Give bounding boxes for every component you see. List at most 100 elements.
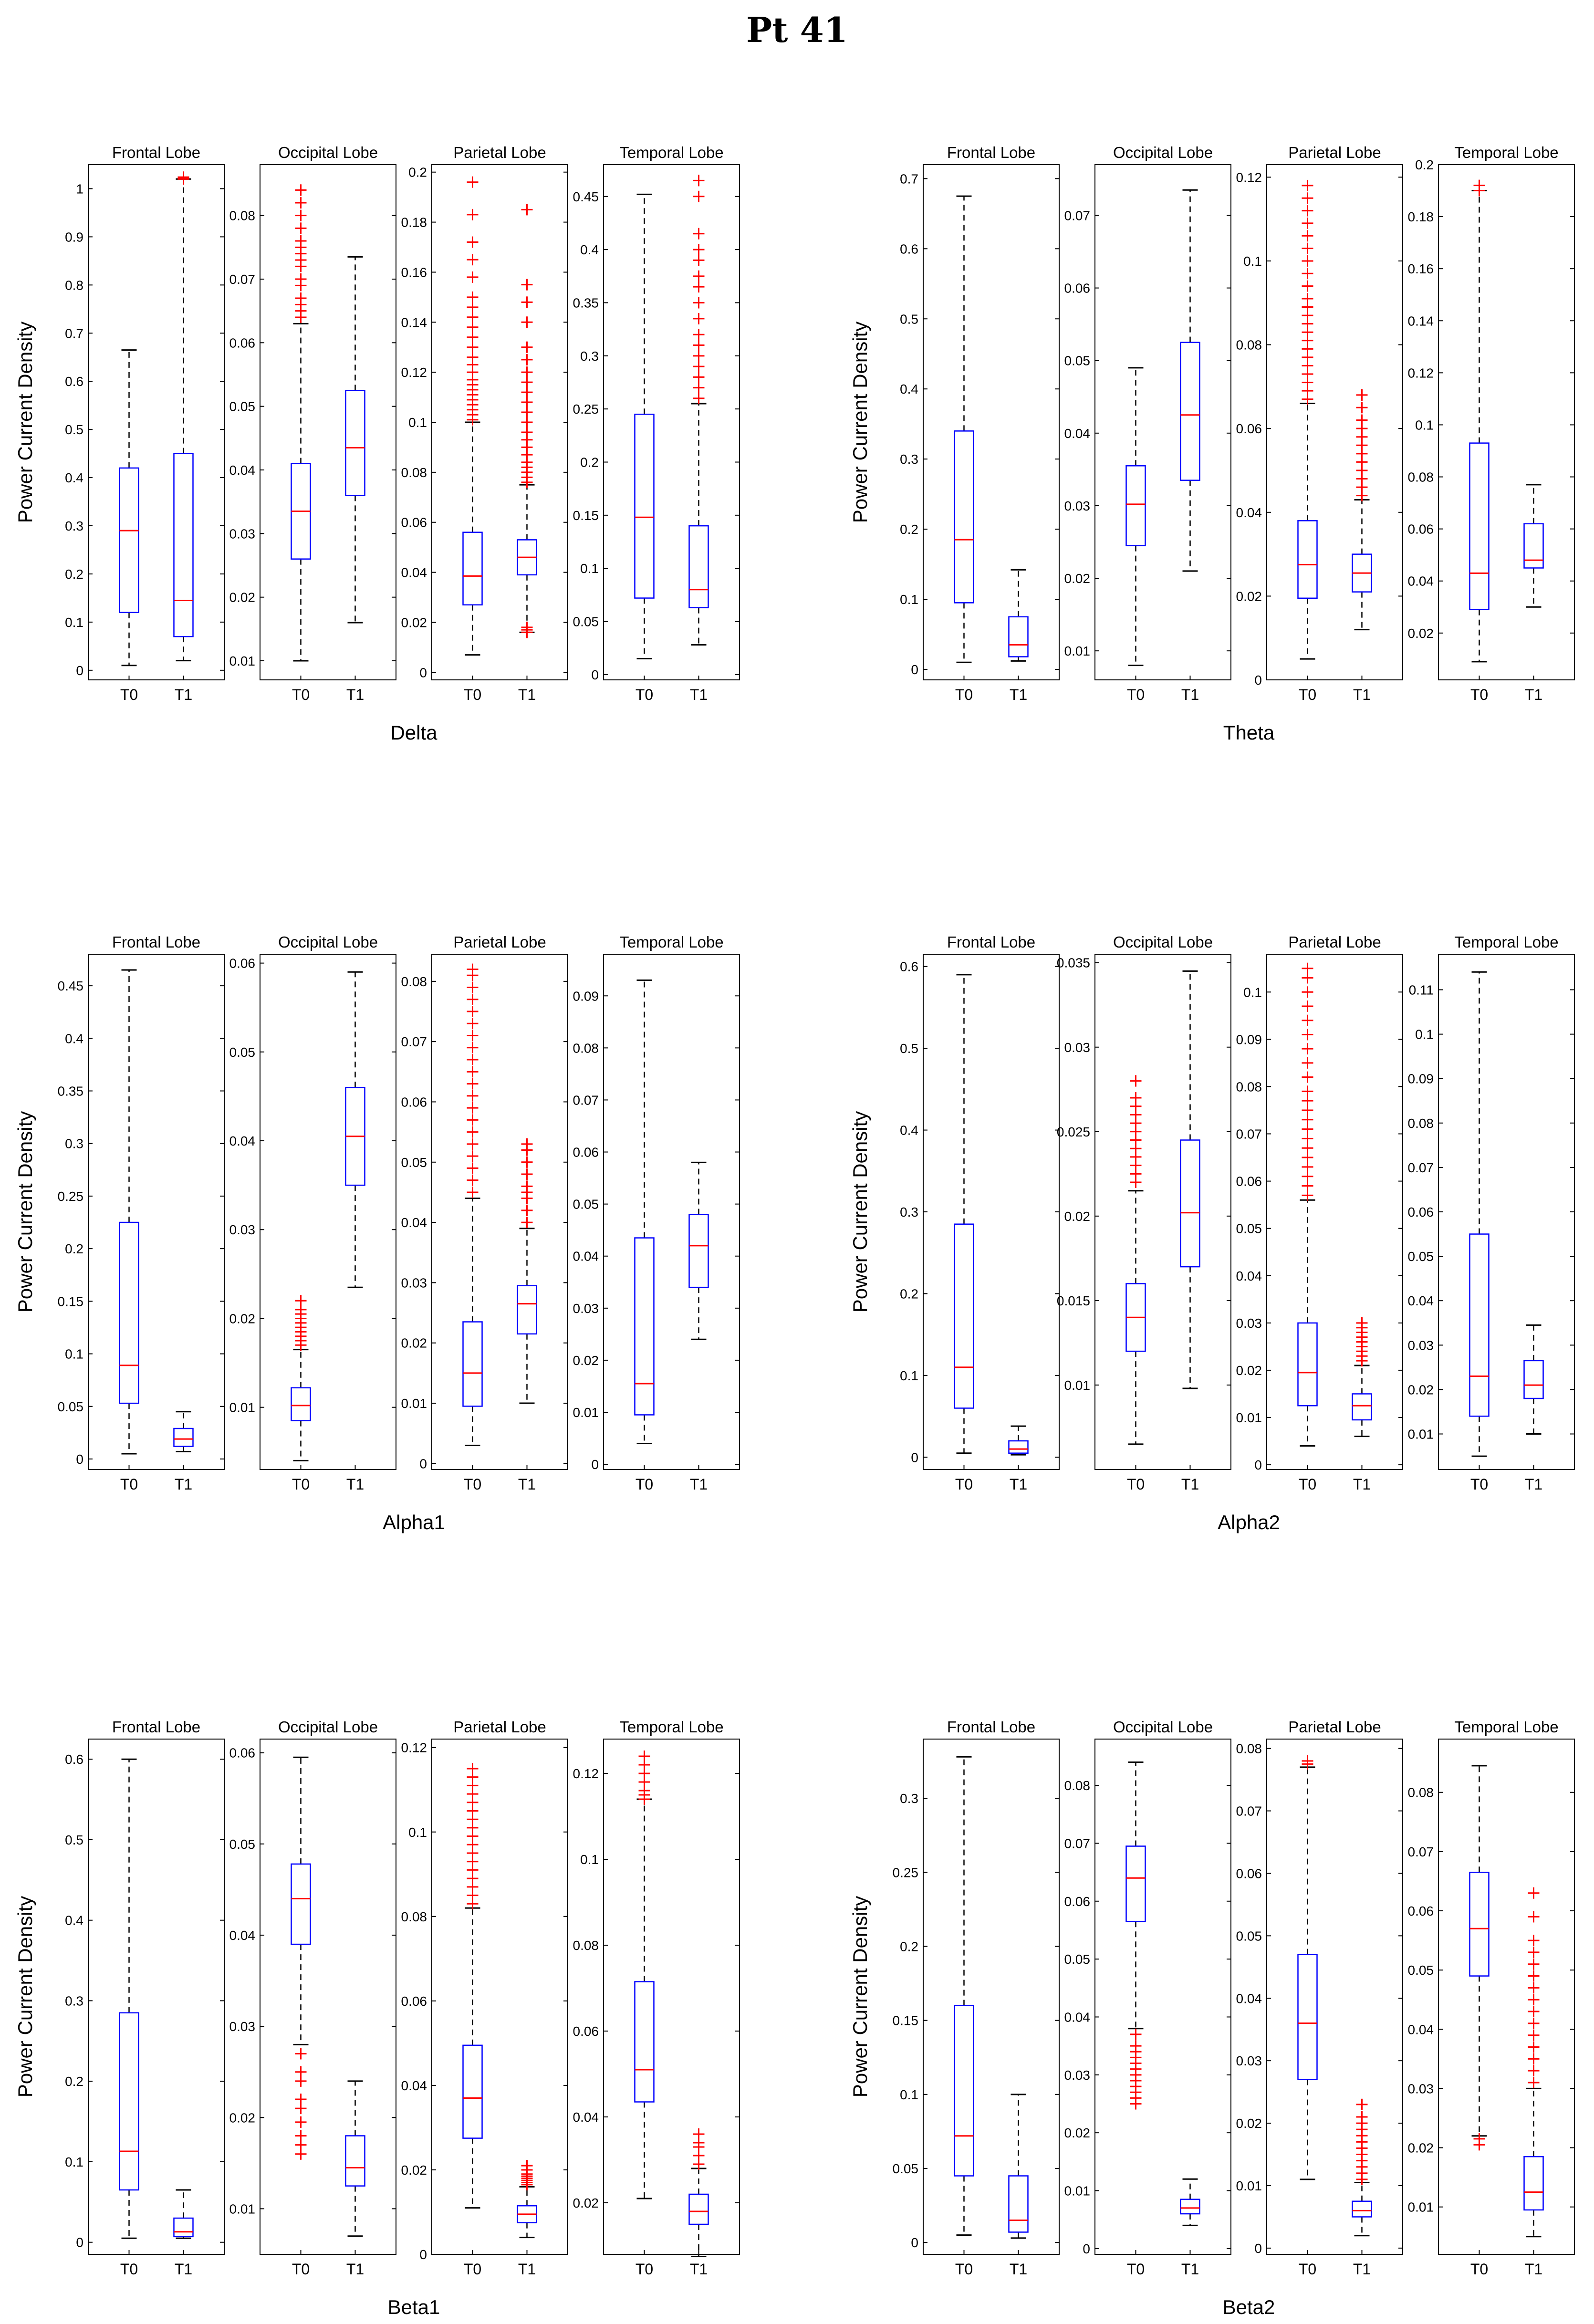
outlier-marker: [1302, 1029, 1313, 1041]
y-tick-label: 0.02: [1236, 589, 1262, 604]
y-tick-label: 0.04: [229, 463, 256, 478]
panel-title: Temporal Lobe: [1454, 1718, 1558, 1736]
panel-frame: [923, 954, 1060, 1470]
outlier-marker: [1528, 1994, 1540, 2006]
y-tick-label: 0: [1254, 673, 1262, 688]
y-tick-label: 0.12: [1408, 365, 1434, 380]
panel-parietal-lobe: Parietal Lobe 0 0.01 0.02 0.03 0.04 0.05 0.06 0.…: [1236, 1718, 1403, 2278]
y-tick-label: 0.05: [893, 2161, 919, 2176]
box-t0: [634, 193, 655, 659]
outlier-marker: [1302, 268, 1313, 280]
panel-frame: [1438, 164, 1575, 680]
y-tick-label: 0.05: [58, 1399, 84, 1414]
y-tick-label: 0.07: [1408, 1160, 1434, 1175]
panel-frame: [1438, 954, 1575, 1470]
y-tick-label: 0.4: [580, 242, 599, 257]
iqr-box: [1523, 1360, 1544, 1399]
y-tick-label: 0.5: [65, 422, 83, 437]
panel-temporal-lobe: Temporal Lobe 0.02 0.04 0.06 0.08 0.1 0.12 0.14…: [1408, 144, 1575, 703]
outlier-marker: [521, 1138, 533, 1150]
y-tick-label: 0.05: [1064, 354, 1091, 368]
box-t1: [173, 171, 194, 662]
y-tick-label: 0: [419, 1456, 427, 1471]
y-tick-label: 0.01: [1408, 2200, 1434, 2215]
group-label: Theta: [1223, 721, 1275, 744]
iqr-box: [634, 414, 655, 599]
outlier-marker: [1473, 179, 1485, 191]
panel-frame: [1094, 954, 1231, 1470]
outlier-marker: [1473, 2133, 1485, 2145]
outlier-marker: [521, 376, 533, 388]
outlier-marker: [1302, 292, 1313, 304]
outlier-marker: [295, 273, 307, 285]
y-tick-label: 0.08: [573, 1938, 599, 1953]
y-tick-label: 0.4: [900, 382, 918, 396]
group-label: Alpha2: [1218, 1511, 1280, 1533]
panel-parietal-lobe: Parietal Lobe 0 0.01 0.02 0.03 0.04 0.05 0.06 0.…: [1236, 933, 1403, 1493]
panel-title: Frontal Lobe: [112, 933, 200, 951]
y-axis-label: Power Current Density: [14, 1896, 36, 2097]
panel-title: Temporal Lobe: [1454, 933, 1558, 951]
outlier-marker: [467, 1162, 479, 1174]
y-tick-label: 0: [1254, 1458, 1262, 1472]
panel-title: Frontal Lobe: [947, 933, 1035, 951]
y-tick-label: 0.2: [1415, 157, 1434, 172]
y-tick-label: 0: [1254, 2241, 1262, 2256]
outlier-marker: [693, 350, 705, 362]
outlier-marker: [467, 271, 479, 283]
y-tick-label: 0.3: [65, 1136, 83, 1151]
box-t0: [954, 195, 974, 663]
y-tick-label: 0.3: [65, 1993, 83, 2008]
y-tick-label: 0.05: [1408, 1249, 1434, 1264]
y-tick-label: 0.7: [900, 171, 918, 186]
outlier-marker: [1130, 1092, 1142, 1104]
y-tick-label: 0.04: [1236, 1991, 1262, 2006]
iqr-box: [954, 1223, 974, 1409]
box-t0: [1469, 1765, 1490, 2151]
panel-title: Parietal Lobe: [453, 933, 546, 951]
outlier-marker: [1302, 280, 1313, 292]
x-tick-label: T0: [1127, 686, 1145, 703]
box-t0: [291, 1295, 311, 1461]
y-tick-label: 0.3: [900, 452, 918, 467]
outlier-marker: [295, 209, 307, 221]
iqr-box: [688, 2193, 709, 2225]
box-t0: [1125, 367, 1146, 667]
y-tick-label: 0.02: [1236, 2116, 1262, 2131]
y-tick-label: 0.06: [1408, 1205, 1434, 1219]
y-tick-label: 0: [911, 662, 918, 677]
outlier-marker: [521, 621, 533, 633]
iqr-box: [1297, 1322, 1318, 1407]
x-tick-label: T1: [1010, 1476, 1027, 1493]
outlier-marker: [521, 1204, 533, 1216]
x-tick-label: T0: [292, 2261, 310, 2278]
outlier-marker: [295, 2116, 307, 2128]
x-tick-label: T1: [1010, 2261, 1027, 2278]
iqr-box: [1352, 2200, 1372, 2218]
iqr-box: [634, 1237, 655, 1416]
iqr-box: [462, 531, 483, 605]
y-tick-label: 0.07: [1236, 1804, 1262, 1819]
y-tick-label: 0.01: [1236, 1410, 1262, 1425]
outlier-marker: [693, 392, 705, 404]
outlier-marker: [467, 176, 479, 188]
panel-frame: [603, 954, 740, 1470]
y-tick-label: 0.05: [1236, 1928, 1262, 1943]
outlier-marker: [1302, 1043, 1313, 1055]
x-tick-label: T0: [955, 1476, 973, 1493]
outlier-marker: [1356, 389, 1368, 401]
outlier-marker: [1302, 255, 1313, 267]
y-tick-label: 0.04: [1064, 2010, 1091, 2024]
y-tick-label: 0.4: [65, 1913, 83, 1928]
box-t1: [517, 1138, 537, 1404]
outlier-marker: [467, 1174, 479, 1186]
y-tick-label: 0.05: [1408, 1963, 1434, 1978]
y-tick-label: 0.2: [65, 567, 83, 582]
y-axis-label: Power Current Density: [849, 1111, 871, 1313]
iqr-box: [345, 2135, 365, 2187]
outlier-marker: [467, 301, 479, 313]
panel-frame: [923, 1739, 1060, 2255]
y-tick-label: 0.05: [401, 1155, 427, 1170]
iqr-box: [173, 2217, 194, 2238]
x-tick-label: T0: [120, 1476, 138, 1493]
